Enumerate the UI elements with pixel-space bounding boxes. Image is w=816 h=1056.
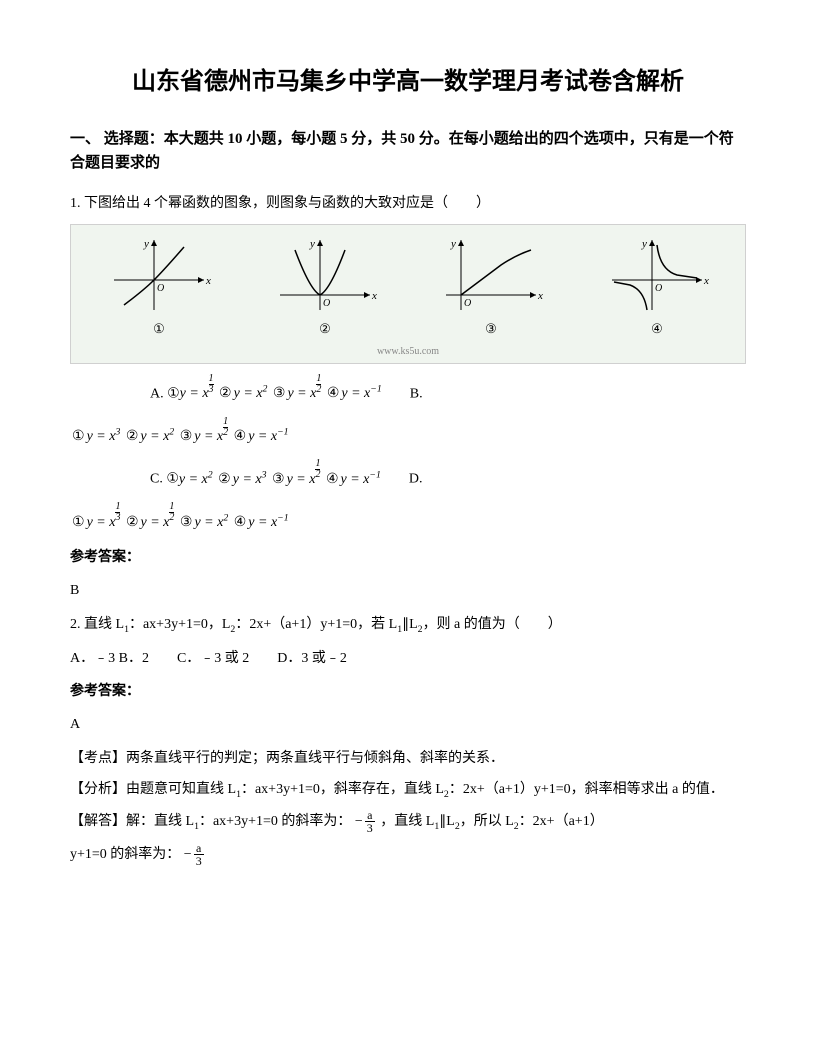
page-title: 山东省德州市马集乡中学高一数学理月考试卷含解析 [70, 60, 746, 103]
q1-answer: B [70, 578, 746, 603]
graph-3-label: ③ [423, 317, 559, 340]
svg-text:O: O [655, 283, 662, 294]
graph-4: x y O ④ [589, 235, 725, 340]
graph-1-label: ① [91, 317, 227, 340]
svg-text:x: x [205, 275, 211, 287]
svg-text:y: y [450, 238, 456, 250]
question-1-text: 1. 下图给出 4 个幂函数的图象，则图象与函数的大致对应是（ ） [70, 191, 746, 216]
question-2-options: A．﹣3 B．2 C．﹣3 或 2 D．3 或﹣2 [70, 646, 746, 671]
section-header: 一、 选择题：本大题共 10 小题，每小题 5 分，共 50 分。在每小题给出的… [70, 127, 746, 175]
option-d: ①y = x13 ②y = x12 ③y = x2 ④y = x−1 [70, 502, 746, 535]
svg-text:y: y [143, 238, 149, 250]
graph-1-svg: x y O [104, 235, 214, 315]
graph-3-svg: x y O [436, 235, 546, 315]
svg-text:O: O [323, 298, 330, 309]
graphs-container: x y O ① x y O ② [70, 224, 746, 363]
graph-2: x y O ② [257, 235, 393, 340]
q2-fenxi: 【分析】由题意可知直线 L1：ax+3y+1=0，斜率存在，直线 L2：2x+（… [70, 777, 746, 803]
graph-3: x y O ③ [423, 235, 559, 340]
svg-text:x: x [371, 290, 377, 302]
svg-text:y: y [641, 238, 647, 250]
q2-jieda-2: y+1=0 的斜率为： −a3 [70, 842, 746, 867]
option-a: A. ①y = x13 ②y = x2 ③y = x12 ④y = x−1 B. [70, 374, 746, 407]
svg-text:O: O [464, 298, 471, 309]
q2-answer-label: 参考答案： [70, 679, 746, 704]
graph-4-svg: x y O [602, 235, 712, 315]
question-2-text: 2. 直线 L1：ax+3y+1=0，L2：2x+（a+1）y+1=0，若 L1… [70, 612, 746, 638]
graphs-row: x y O ① x y O ② [91, 235, 725, 340]
q2-answer: A [70, 712, 746, 737]
watermark: www.ks5u.com [91, 343, 725, 361]
q1-answer-label: 参考答案： [70, 545, 746, 570]
q2-jieda-1: 【解答】解：直线 L1：ax+3y+1=0 的斜率为： −a3 ，直线 L1∥L… [70, 809, 746, 835]
option-c: C. ①y = x2 ②y = x3 ③y = x12 ④y = x−1 D. [70, 459, 746, 492]
svg-text:x: x [703, 275, 709, 287]
svg-text:O: O [157, 283, 164, 294]
graph-2-svg: x y O [270, 235, 380, 315]
option-b: ①y = x3 ②y = x2 ③y = x12 ④y = x−1 [70, 417, 746, 450]
graph-2-label: ② [257, 317, 393, 340]
graph-4-label: ④ [589, 317, 725, 340]
svg-text:y: y [309, 238, 315, 250]
q2-kaodian: 【考点】两条直线平行的判定；两条直线平行与倾斜角、斜率的关系． [70, 746, 746, 771]
graph-1: x y O ① [91, 235, 227, 340]
svg-text:x: x [537, 290, 543, 302]
